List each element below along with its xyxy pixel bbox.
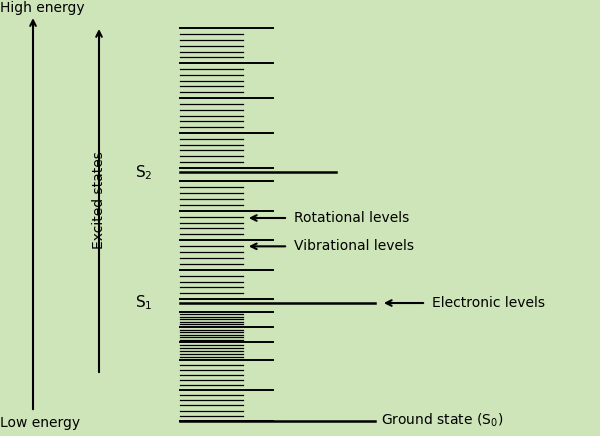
Text: Excited states: Excited states: [92, 152, 106, 249]
Text: High energy: High energy: [0, 1, 85, 15]
Text: Ground state (S$_0$): Ground state (S$_0$): [381, 412, 503, 429]
Text: Rotational levels: Rotational levels: [294, 211, 409, 225]
Text: Electronic levels: Electronic levels: [432, 296, 545, 310]
Text: S$_1$: S$_1$: [136, 294, 153, 312]
Text: S$_2$: S$_2$: [136, 163, 153, 181]
Text: Vibrational levels: Vibrational levels: [294, 239, 414, 253]
Text: Low energy: Low energy: [0, 416, 80, 430]
